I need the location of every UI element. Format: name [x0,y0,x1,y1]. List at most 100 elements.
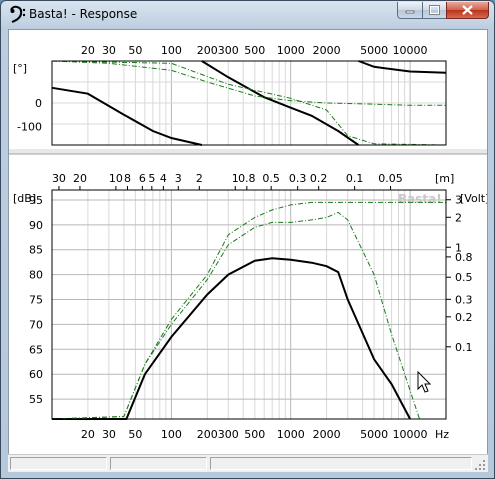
phase-y-tick-label: -100 [17,120,42,133]
distance-tick-label: 5 [148,172,155,185]
db-tick-label: 85 [29,244,43,257]
distance-tick-label: 1 [232,172,239,185]
phase-freq-tick-label: 30 [102,44,116,57]
response-freq-tick-label: 20 [81,428,95,441]
mouse-cursor-icon [417,370,432,393]
window-title: Basta! - Response [29,7,138,21]
minimize-icon [405,10,415,14]
phase-y-tick-label: 0 [35,97,42,110]
basta-watermark: Basta! [398,192,442,206]
phase-freq-axis: 20 30 50 100 200 300 500 1000 2000 5000 10000 [81,44,428,57]
response-freq-tick-label: 5000 [360,428,388,441]
response-freq-tick-label: 1000 [277,428,305,441]
distance-tick-label: 0.8 [238,172,256,185]
phase-curve [51,86,203,146]
volt-tick-label: 3 [455,194,462,207]
phase-panel: 20 30 50 100 200 300 500 1000 2000 5000 10000 [°] … [13,44,447,146]
phase-freq-tick-label: 2000 [313,44,341,57]
phase-curve [51,60,446,106]
db-tick-label: 55 [29,393,43,406]
volt-axis: 3 2 10.8 0.5 0.3 0.2 0.1 [446,194,473,354]
distance-tick-label: 0.05 [378,172,403,185]
phase-y-axis: 0 -100 [17,97,42,133]
response-freq-tick-label: 500 [244,428,265,441]
volt-tick-label: 0.1 [455,341,473,354]
response-freq-axis: 20 30 50 100 200 300 500 1000 2000 5000 10000 [81,428,428,441]
volt-tick-label: 0.8 [455,251,473,264]
status-pane-3 [210,457,472,470]
distance-tick-label: 0.1 [346,172,364,185]
db-unit-label: [dB] [13,192,36,205]
distance-tick-label: 20 [73,172,87,185]
phase-freq-tick-label: 300 [218,44,239,57]
phase-curves [51,60,447,146]
volt-tick-label: 2 [455,211,462,224]
distance-tick-label: 8 [124,172,131,185]
phase-freq-tick-label: 50 [128,44,142,57]
phase-freq-tick-label: 100 [161,44,182,57]
response-frame [51,189,447,420]
phase-grid [52,61,446,145]
phase-freq-tick-label: 1000 [277,44,305,57]
status-pane-2 [110,457,207,470]
distance-axis: 30 20 10 8 6 5 4 3 2 1 0.8 0.5 0.3 0.2 0.1 0.05 [52,172,403,190]
status-pane-1 [10,457,107,470]
distance-tick-label: 4 [160,172,167,185]
distance-tick-label: 10 [109,172,123,185]
distance-tick-label: 6 [139,172,146,185]
phase-freq-tick-label: 20 [81,44,95,57]
response-curve [51,211,420,420]
response-freq-tick-label: 30 [102,428,116,441]
client-area: 20 30 50 100 200 300 500 1000 2000 5000 10000 [°] … [8,29,489,472]
response-freq-tick-label: 100 [161,428,182,441]
bass-clef-icon [10,5,26,23]
hz-unit-label: Hz [435,428,449,441]
db-tick-label: 80 [29,269,43,282]
db-axis: 95 90 85 80 75 70 65 60 55 [29,194,43,406]
response-curves [51,201,446,420]
volt-tick-label: 0.3 [455,293,473,306]
maximize-button[interactable] [422,2,447,19]
distance-tick-label: 0.5 [262,172,280,185]
response-curve [51,201,446,420]
phase-curve [358,60,447,74]
db-tick-label: 95 [29,194,43,207]
status-bar [8,454,488,472]
close-button[interactable] [446,2,489,19]
phase-freq-tick-label: 10000 [393,44,428,57]
volt-unit-label: [Volt] [460,192,487,205]
db-tick-label: 90 [29,219,43,232]
phase-freq-tick-label: 5000 [360,44,388,57]
phase-freq-tick-label: 200 [197,44,218,57]
distance-unit-label: [m] [435,172,454,185]
distance-tick-label: 3 [175,172,182,185]
response-grid [52,190,446,419]
maximize-icon [429,5,440,15]
panel-splitter[interactable] [9,149,487,154]
volt-tick-label: 1 [455,241,462,254]
response-freq-tick-label: 300 [218,428,239,441]
distance-tick-label: 30 [52,172,66,185]
resize-grip-icon[interactable] [474,459,486,471]
db-tick-label: 70 [29,318,43,331]
db-tick-label: 75 [29,294,43,307]
distance-tick-label: 2 [196,172,203,185]
distance-tick-label: 0.3 [289,172,307,185]
phase-freq-tick-label: 500 [244,44,265,57]
response-freq-tick-label: 200 [197,428,218,441]
response-curve [52,257,411,420]
distance-tick-label: 0.2 [310,172,328,185]
volt-tick-label: 0.2 [455,311,473,324]
volt-tick-label: 0.5 [455,271,473,284]
response-freq-tick-label: 10000 [393,428,428,441]
response-freq-tick-label: 50 [128,428,142,441]
response-freq-tick-label: 2000 [313,428,341,441]
plots-canvas[interactable]: 20 30 50 100 200 300 500 1000 2000 5000 10000 [°] … [9,30,489,471]
minimize-button[interactable] [397,2,423,19]
close-icon [462,5,473,15]
phase-frame [51,60,447,146]
title-bar[interactable]: Basta! - Response [1,1,494,29]
phase-curve [201,60,360,146]
db-tick-label: 60 [29,368,43,381]
